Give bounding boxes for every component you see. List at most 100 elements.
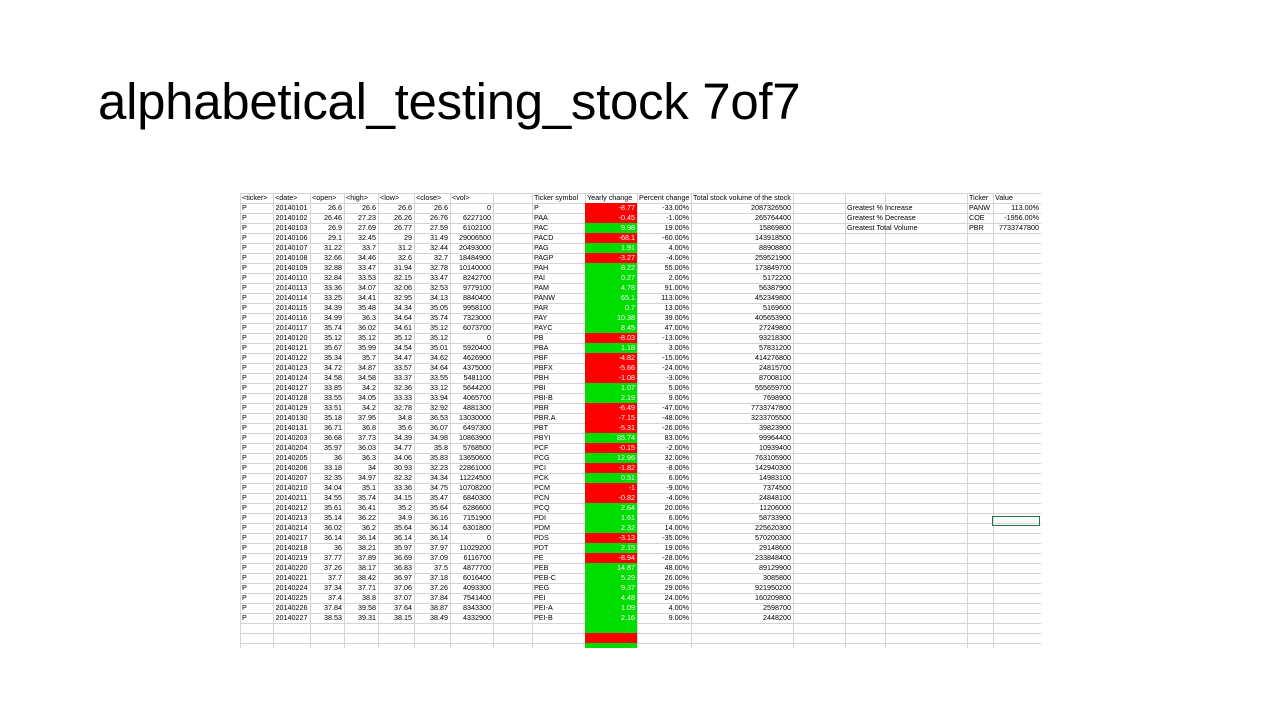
data-cell[interactable]: 20140129 (275, 403, 308, 412)
ticker-symbol-cell[interactable]: PBR (534, 403, 549, 412)
data-cell[interactable]: P (242, 503, 247, 512)
data-cell[interactable]: 36.07 (430, 423, 448, 432)
yearly-change-cell[interactable]: 0.51 (621, 473, 635, 482)
data-cell[interactable]: 37.26 (324, 563, 342, 572)
data-cell[interactable]: 20140109 (275, 263, 308, 272)
data-cell[interactable]: 35.99 (358, 343, 376, 352)
data-cell[interactable]: 26.6 (362, 203, 376, 212)
data-cell[interactable]: 27.69 (358, 223, 376, 232)
data-cell[interactable]: 34.55 (324, 493, 342, 502)
yearly-change-cell[interactable]: 1.91 (621, 243, 635, 252)
data-cell[interactable]: 34.62 (430, 353, 448, 362)
data-cell[interactable]: P (242, 433, 247, 442)
data-cell[interactable]: P (242, 553, 247, 562)
yearly-change-cell[interactable]: 9.37 (621, 583, 635, 592)
data-cell[interactable]: P (242, 473, 247, 482)
data-cell[interactable]: 34.9 (398, 513, 412, 522)
data-cell[interactable]: 32.84 (324, 273, 342, 282)
percent-change-cell[interactable]: 32.00% (664, 453, 689, 462)
data-cell[interactable]: 33.51 (324, 403, 342, 412)
data-cell[interactable]: 9779100 (463, 283, 491, 292)
data-cell[interactable]: 37.71 (358, 583, 376, 592)
ticker-symbol-cell[interactable]: PAGP (534, 253, 554, 262)
ticker-symbol-cell[interactable]: PEI-A (534, 603, 553, 612)
data-cell[interactable]: 34.97 (358, 473, 376, 482)
percent-change-cell[interactable]: 91.00% (664, 283, 689, 292)
total-volume-cell[interactable]: 24815700 (759, 363, 791, 372)
data-cell[interactable]: 8840400 (463, 293, 491, 302)
data-cell[interactable]: 20493000 (459, 243, 491, 252)
data-cell[interactable]: 34.41 (358, 293, 376, 302)
data-cell[interactable]: 0 (487, 333, 491, 342)
data-cell[interactable]: P (242, 413, 247, 422)
data-cell[interactable]: P (242, 253, 247, 262)
data-cell[interactable]: 34.61 (394, 323, 412, 332)
summary-header-cell[interactable]: Ticker symbol (534, 193, 579, 202)
total-volume-cell[interactable]: 58733900 (759, 513, 791, 522)
percent-change-cell[interactable]: 113.00% (661, 293, 689, 302)
data-cell[interactable]: 20140103 (275, 223, 308, 232)
total-volume-cell[interactable]: 173849700 (755, 263, 791, 272)
total-volume-cell[interactable]: 11206000 (759, 503, 791, 512)
ticker-symbol-cell[interactable]: PEI (534, 593, 546, 602)
data-cell[interactable]: P (242, 453, 247, 462)
data-cell[interactable]: 32.32 (394, 473, 412, 482)
yearly-change-cell[interactable]: -1 (628, 483, 635, 492)
data-cell[interactable]: 35.47 (430, 493, 448, 502)
total-volume-cell[interactable]: 143918500 (755, 233, 791, 242)
data-cell[interactable]: 6497300 (463, 423, 491, 432)
data-cell[interactable]: 20140220 (275, 563, 308, 572)
yearly-change-cell[interactable]: 2.16 (621, 613, 635, 622)
total-volume-cell[interactable]: 56387900 (759, 283, 791, 292)
data-cell[interactable]: P (242, 383, 247, 392)
data-cell[interactable]: 13650600 (459, 453, 491, 462)
ticker-symbol-cell[interactable]: PE (534, 553, 544, 562)
data-cell[interactable]: 20140113 (275, 283, 308, 292)
data-cell[interactable]: 35.6 (398, 423, 412, 432)
data-cell[interactable]: 33.36 (324, 283, 342, 292)
ticker-symbol-cell[interactable]: PBA (534, 343, 549, 352)
data-cell[interactable]: 26.6 (398, 203, 412, 212)
greatest-value-cell[interactable]: -1956.00% (1004, 213, 1039, 222)
data-cell[interactable]: 20140124 (275, 373, 308, 382)
data-cell[interactable]: 38.21 (358, 543, 376, 552)
data-cell[interactable]: 36.14 (394, 533, 412, 542)
data-cell[interactable]: 34.39 (324, 303, 342, 312)
percent-change-cell[interactable]: 6.00% (668, 473, 689, 482)
summary-header-cell[interactable]: Total stock volume of the stock (693, 193, 791, 202)
data-cell[interactable]: 34.8 (398, 413, 412, 422)
yearly-change-cell[interactable]: 12.96 (617, 453, 635, 462)
ticker-symbol-cell[interactable]: PANW (534, 293, 556, 302)
data-cell[interactable]: 34.77 (394, 443, 412, 452)
data-cell[interactable]: 20140106 (275, 233, 308, 242)
data-cell[interactable]: 35.48 (358, 303, 376, 312)
ticker-symbol-cell[interactable]: PACD (534, 233, 554, 242)
yearly-change-cell[interactable]: -5.31 (618, 423, 635, 432)
data-cell[interactable]: P (242, 273, 247, 282)
data-cell[interactable]: 22861000 (459, 463, 491, 472)
data-cell[interactable]: 34.58 (358, 373, 376, 382)
data-cell[interactable]: 36.3 (362, 313, 376, 322)
ticker-symbol-cell[interactable]: PCN (534, 493, 550, 502)
data-cell[interactable]: 34.05 (358, 393, 376, 402)
yearly-change-cell[interactable]: -3.13 (618, 533, 635, 542)
data-cell[interactable]: 31.22 (324, 243, 342, 252)
data-cell[interactable]: 36.68 (324, 433, 342, 442)
total-volume-cell[interactable]: 87008100 (759, 373, 791, 382)
data-cell[interactable]: 26.6 (328, 203, 342, 212)
data-cell[interactable]: 20140131 (275, 423, 308, 432)
data-cell[interactable]: 10863900 (459, 433, 491, 442)
data-cell[interactable]: 26.26 (394, 213, 412, 222)
total-volume-cell[interactable]: 405653900 (755, 313, 791, 322)
data-cell[interactable]: P (242, 333, 247, 342)
data-cell[interactable]: 33.7 (362, 243, 376, 252)
data-cell[interactable]: 26.46 (324, 213, 342, 222)
data-cell[interactable]: 33.33 (394, 393, 412, 402)
data-cell[interactable]: 34.64 (430, 363, 448, 372)
data-cell[interactable]: 36.8 (362, 423, 376, 432)
data-cell[interactable]: 34.15 (394, 493, 412, 502)
data-cell[interactable]: 34.07 (358, 283, 376, 292)
ticker-symbol-cell[interactable]: PAYC (534, 323, 553, 332)
data-cell[interactable]: 35.74 (358, 493, 376, 502)
data-cell[interactable]: 9958100 (463, 303, 491, 312)
